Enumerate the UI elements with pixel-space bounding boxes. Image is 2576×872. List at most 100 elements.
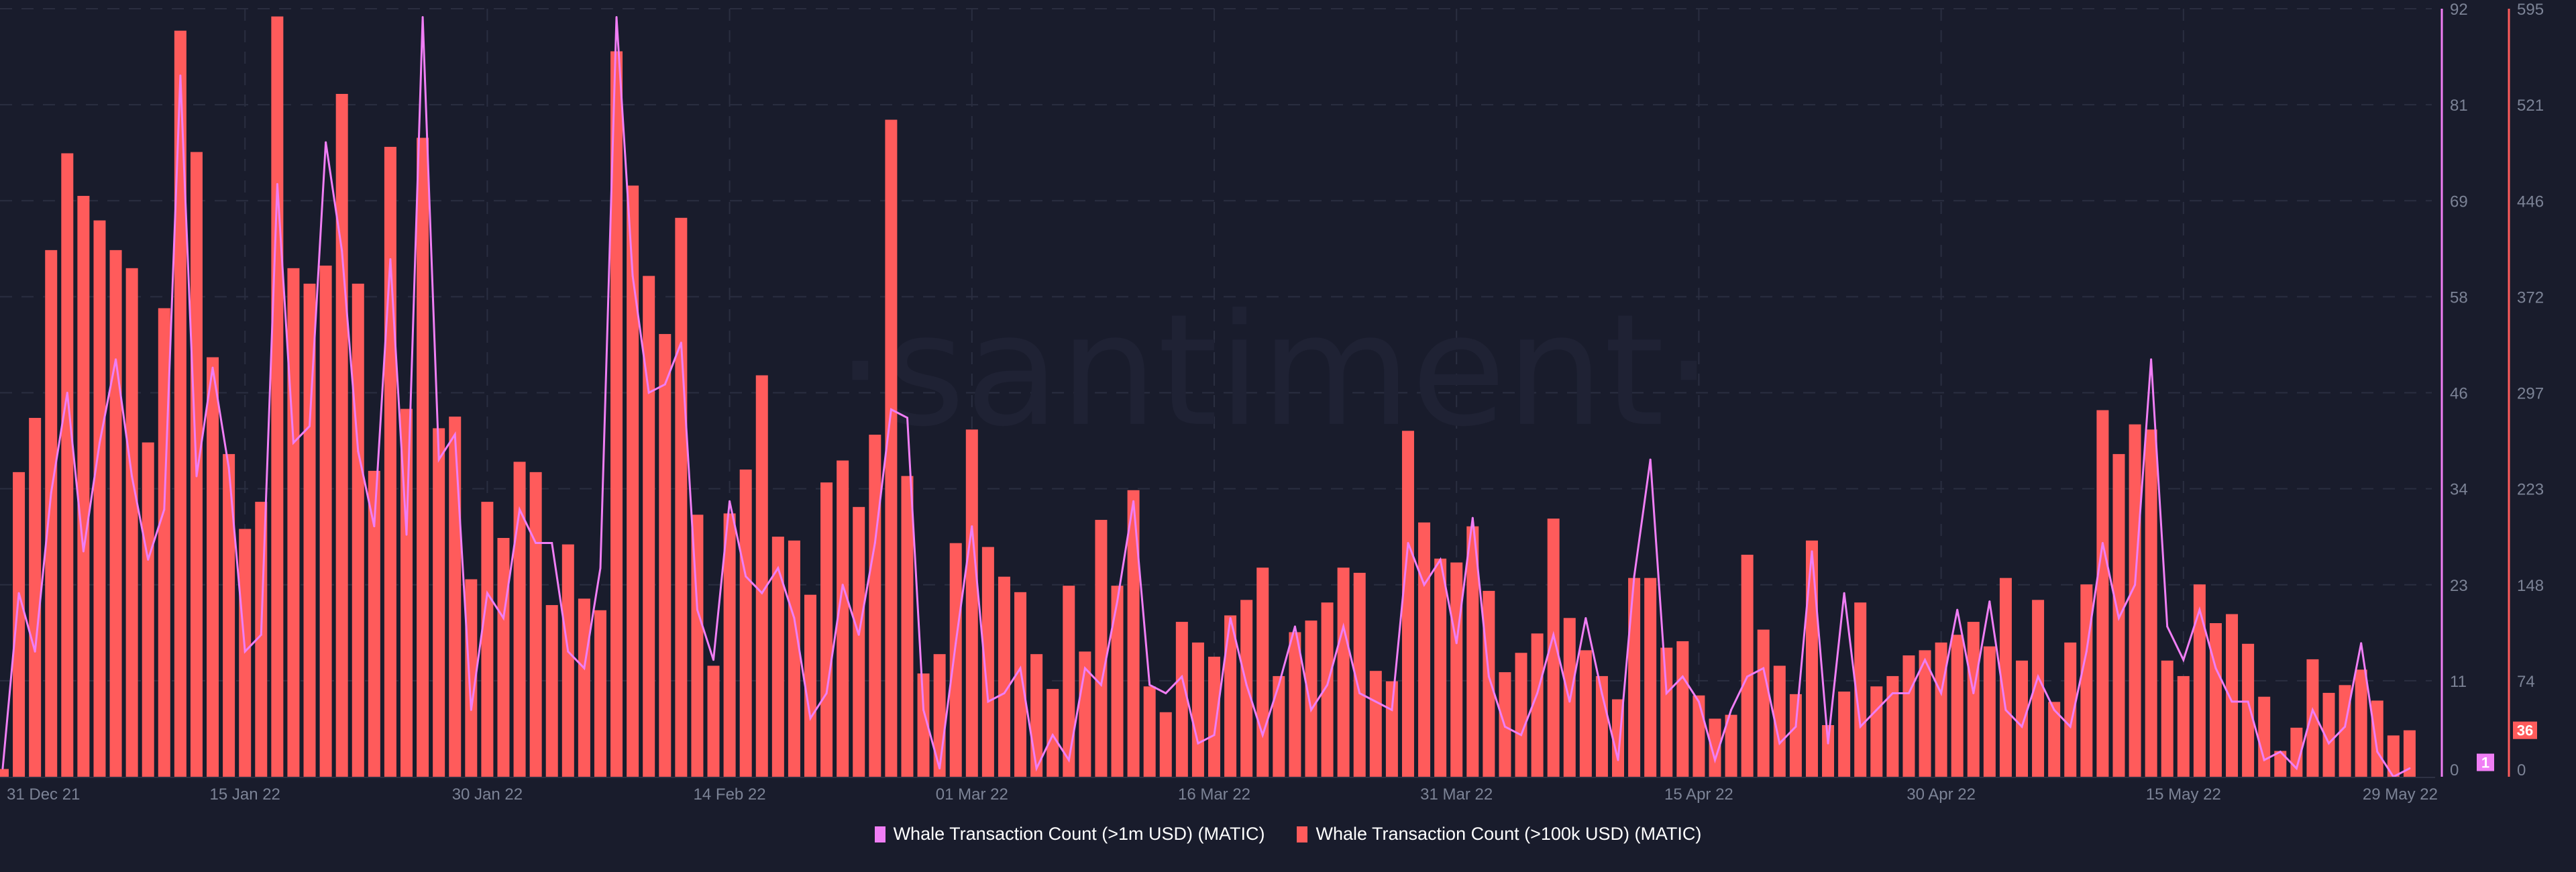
bar [2242,643,2255,777]
bar [1450,562,1463,777]
bar [1967,622,1980,777]
bar [1305,620,1318,777]
line-point [2295,767,2298,770]
bar [2145,429,2157,777]
line-point [647,392,650,394]
bar [1805,540,1818,777]
y-tick-label-inner: 46 [2450,385,2468,403]
legend-item-100k[interactable]: Whale Transaction Count (>100k USD) (MAT… [1297,824,1701,844]
line-point [873,542,876,545]
line-point [453,433,456,436]
bar [2274,751,2287,777]
bar [739,470,752,777]
bar [1321,602,1334,777]
axes: 0 0 74 11 148 23 223 34 297 46 372 58 446 69 521 81 595 9… [0,1,2544,804]
bar [804,594,816,777]
y-tick-label-inner: 69 [2450,193,2468,211]
line-point [2053,708,2055,711]
line-point [599,567,602,569]
line-point [373,525,376,528]
line-point [777,567,780,569]
bar [1886,675,1899,777]
line-point [66,392,68,394]
bar [1531,633,1544,777]
bar [788,540,800,777]
x-tick-label: 16 Mar 22 [1178,785,1250,804]
x-tick-label: 31 Dec 21 [7,785,80,804]
line-point [1375,700,1377,703]
line-series [1,15,2411,778]
line-point [535,542,537,545]
line-point [971,525,973,528]
line-point [1293,625,1296,628]
line-point [938,767,941,770]
y-tick-label-right: 223 [2517,481,2544,499]
line-point [1681,675,1684,678]
bar [1789,694,1802,777]
bar-series [0,16,2416,777]
bar [869,435,881,777]
bar [1709,718,1721,777]
bar [1256,567,1269,777]
bar [594,610,606,777]
bar [319,265,332,777]
bar [1208,657,1220,777]
legend-swatch-icon [874,826,885,842]
bar [2226,614,2239,777]
bar [1095,520,1108,777]
x-tick-label: 31 Mar 22 [1420,785,1493,804]
line-point [1601,692,1603,695]
bar [755,375,768,777]
line-point [809,717,812,720]
line-point [1665,692,1668,695]
bar [2016,660,2028,777]
bar [335,94,348,777]
line-point [906,417,908,419]
bar [1515,653,1527,777]
y-tick-label-inner: 23 [2450,577,2468,595]
bar [93,220,106,777]
x-tick-label: 15 May 22 [2146,785,2221,804]
line-point [260,633,262,636]
legend-item-1m[interactable]: Whale Transaction Count (>1m USD) (MATIC… [874,824,1265,844]
bar [917,673,930,777]
bar [29,418,42,777]
line-point [1391,708,1393,711]
line-point [1099,684,1102,686]
bar [1224,615,1237,777]
line-point [1762,667,1765,669]
line-point [2247,700,2249,703]
watermark: ·santiment· [836,282,1713,461]
line-point [421,15,424,18]
bar [449,417,462,777]
legend-label: Whale Transaction Count (>1m USD) (MATIC… [893,824,1265,844]
line-point [486,592,488,594]
bar [707,665,720,777]
line-point [696,608,698,611]
line-point [309,425,311,427]
bar [578,598,590,777]
bar [2403,730,2416,777]
bar [933,654,946,777]
bar [2177,675,2190,777]
line-point [2134,584,2137,586]
line-point [922,708,925,711]
bar [610,51,623,777]
line-point [502,617,504,620]
y-tick-label-inner: 0 [2450,761,2459,779]
line-point [179,74,182,77]
line-point [131,475,133,478]
line-point [745,575,747,578]
line-point [1213,734,1216,737]
bar [1063,586,1075,777]
line-point [825,692,828,695]
y-tick-label-right: 148 [2517,577,2544,595]
bar [1434,558,1447,777]
line-point [583,667,586,669]
line-point [1697,700,1700,703]
last-value-badge-right [2513,721,2537,739]
bar [77,196,90,777]
line-point [292,441,294,444]
line-point [1487,675,1490,678]
bar [1289,632,1301,777]
